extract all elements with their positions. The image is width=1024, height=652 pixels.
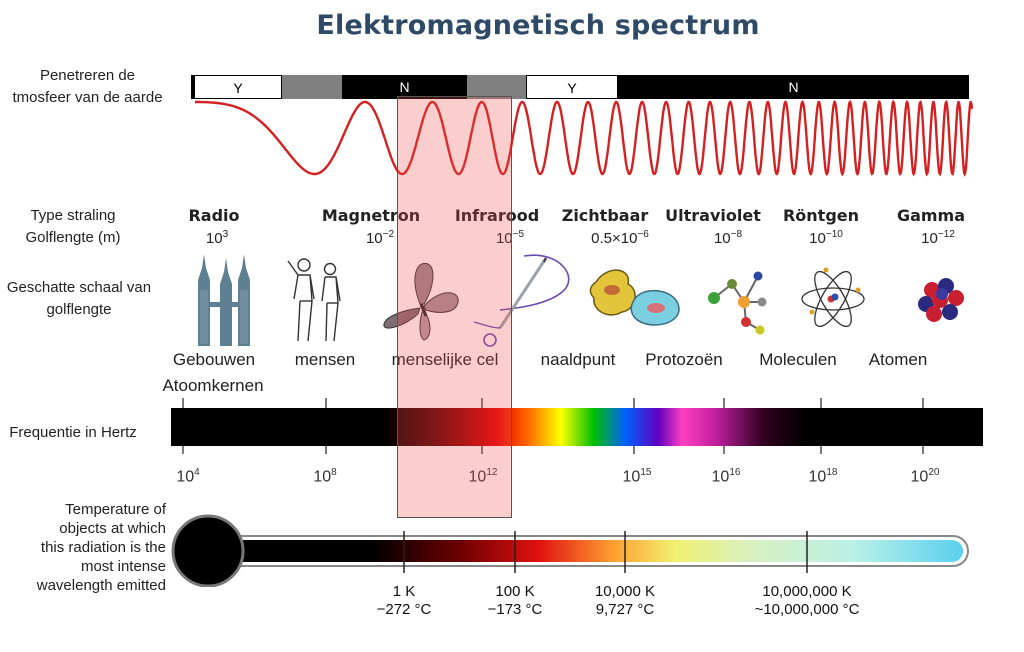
wavelength-line: Golflengte (m) [25,229,121,246]
scale-atoms: Atomen [868,350,928,369]
temperature-label-line-5: wavelength emitted [36,577,166,594]
scale-nuclei: Atoomkernen [162,376,264,395]
temp-celsius-1: −272 °C [376,601,432,618]
temp-kelvin-1: 1 K [392,583,416,600]
frequency-label: Frequentie in Hertz [9,424,137,441]
wavelength-visible: 0.5×10−6 [591,229,649,247]
temp-label-3: 10,000 K 9,727 °C [570,583,680,619]
humans-icon [287,258,341,342]
scale-protozoa: Protozoën [645,350,723,369]
scale-molecules: Moleculen [759,350,837,369]
wavelength-xray: 10−10 [809,229,843,247]
freq-label-1: 104 [176,467,200,486]
needle-icon [473,254,570,347]
atm-cell-y2: Y [526,75,618,99]
scale-label-line-2: golflengte [46,301,112,318]
freq-label-7: 1020 [910,467,940,486]
temp-kelvin-2: 100 K [495,583,535,600]
highlight-overlay [397,96,512,518]
temp-celsius-3: 9,727 °C [595,601,655,618]
temp-label-2: 100 K −173 °C [465,583,565,619]
temperature-label: Temperature of objects at which this rad… [10,500,166,595]
scale-humans: mensen [294,350,356,369]
radiation-type-label: Type straling Golflengte (m) [0,205,146,249]
temperature-label-line-2: objects at which [59,520,166,537]
wavelength-radio: 103 [205,229,229,247]
thermometer [171,514,969,587]
category-radio: Radio [188,206,240,225]
freq-label-4: 1015 [622,467,652,486]
temp-celsius-2: −173 °C [487,601,543,618]
wavelength-microwave: 10−2 [365,229,395,247]
temp-label-1: 1 K −272 °C [354,583,454,619]
nucleus-icon [918,278,964,322]
wave-graphic [195,100,974,177]
atmosphere-label: Penetreren de tmosfeer van de aarde [0,65,175,109]
scale-cell: menselijke cel [391,350,499,369]
freq-label-5: 1016 [711,467,741,486]
scale-needle-point: naaldpunt [540,350,616,369]
atm-cell-n1: N [342,75,467,99]
wavelength-gamma: 10−12 [921,229,955,247]
scale-label: Geschatte schaal van golflengte [0,277,158,321]
atom-icon [801,267,865,328]
temperature-label-line-3: this radiation is the [40,539,166,556]
atmosphere-bar: Y N Y N [191,75,969,99]
atm-cell-n2: N [618,75,969,99]
wave-line [195,100,974,177]
butterfly-icon [383,263,459,341]
category-ultraviolet: Ultraviolet [665,206,761,225]
freq-label-6: 1018 [808,467,838,486]
frequency-bar [171,398,983,454]
page-title: Elektromagnetisch spectrum [316,10,760,41]
temp-label-4: 10,000,000 K ~10,000,000 °C [732,583,882,619]
freq-label-2: 108 [313,467,337,486]
wavelength-ultraviolet: 10−8 [713,229,743,247]
wavelength-infrared: 10−5 [495,229,525,247]
atm-cell-gray1 [282,75,342,99]
atm-cell-y1: Y [194,75,282,99]
temp-kelvin-3: 10,000 K [594,583,656,600]
spectrum-gradient [171,408,983,446]
temp-celsius-4: ~10,000,000 °C [754,601,860,618]
category-xray: Röntgen [782,206,860,225]
radiation-type-line: Type straling [30,207,116,224]
atm-cell-gray2 [467,75,526,99]
category-infrared: Infrarood [454,206,540,225]
temperature-label-line-4: most intense [80,558,166,575]
atmosphere-label-line-2: tmosfeer van de aarde [12,89,163,106]
scale-buildings: Gebouwen [172,350,256,369]
freq-label-3: 1012 [468,467,498,486]
molecule-icon [708,271,767,335]
category-microwave: Magnetron [321,206,421,225]
atmosphere-label-line-1: Penetreren de [39,67,136,84]
temperature-label-line-1: Temperature of [65,501,166,518]
scale-label-line-1: Geschatte schaal van [6,279,152,296]
temp-kelvin-4: 10,000,000 K [762,583,852,600]
category-visible: Zichtbaar [561,206,649,225]
category-gamma: Gamma [896,206,966,225]
protozoa-icon [589,269,680,326]
skyscraper-icon [198,254,250,346]
